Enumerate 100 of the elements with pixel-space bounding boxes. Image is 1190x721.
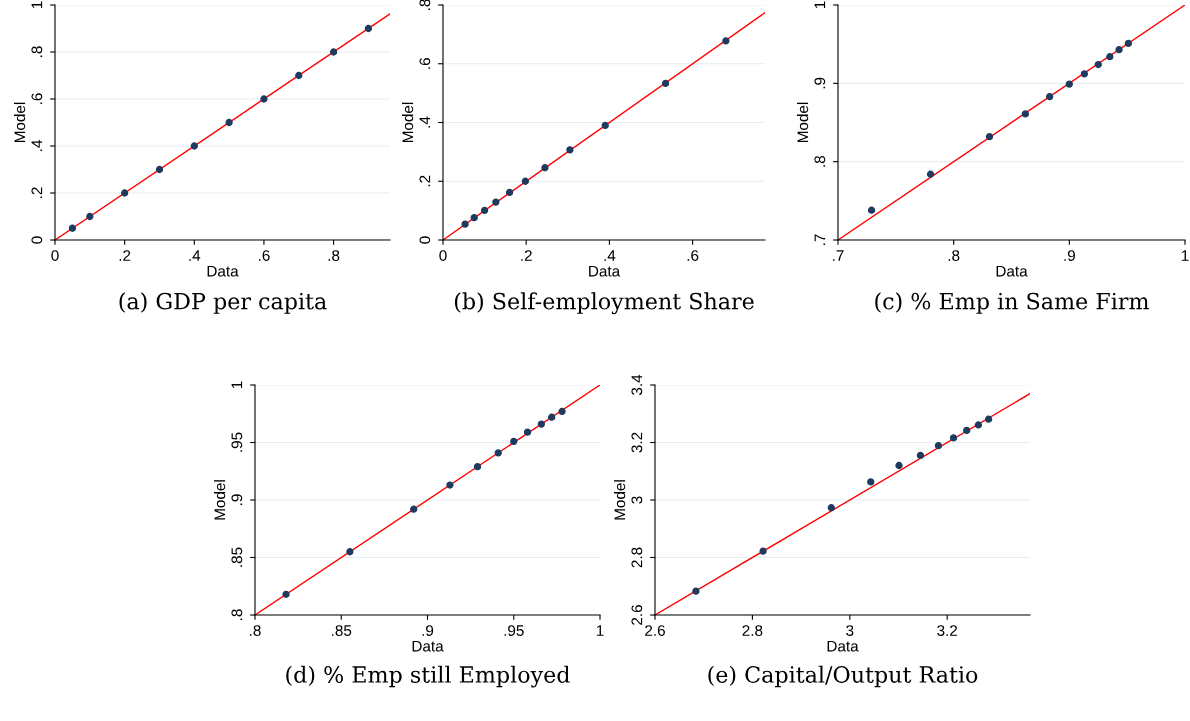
y-tick-label: .8 [231, 609, 243, 620]
point [225, 118, 233, 127]
point [1080, 70, 1089, 78]
y-tick-label: .2 [419, 175, 431, 187]
point [974, 421, 983, 429]
x-tick-label: .4 [604, 250, 616, 261]
y-tick-label: 1 [31, 1, 43, 9]
x-tick-label: .2 [521, 250, 532, 261]
y-tick-label: .8 [814, 155, 826, 167]
x-tick-label: 3.2 [937, 625, 958, 636]
point [867, 206, 876, 214]
text: (e) Capital/Output Ratio [708, 665, 978, 688]
point [461, 220, 469, 228]
point [346, 548, 354, 556]
point [1021, 110, 1030, 118]
text: (a) GDP per capita [119, 292, 327, 314]
point [494, 449, 502, 457]
x-axis-title: Data [589, 265, 621, 277]
point [410, 505, 418, 513]
point [984, 415, 993, 423]
point [505, 188, 514, 197]
text: (b) Self-employment Share [454, 292, 754, 315]
y-axis-title: Model [614, 480, 626, 520]
point [601, 121, 609, 130]
point [121, 189, 129, 197]
x-axis-title: Data [827, 640, 859, 652]
x-tick-label: .7 [833, 250, 844, 261]
point [759, 547, 767, 555]
point [867, 478, 875, 486]
y-axis-title: Model [214, 480, 226, 520]
x-tick-label: .9 [1064, 250, 1075, 261]
x-tick-label: .6 [687, 250, 699, 261]
point [190, 142, 198, 150]
x-tick-label: 2.6 [645, 625, 665, 636]
point [329, 48, 338, 56]
x-tick-label: .2 [119, 250, 131, 261]
y-tick-label: 3.4 [631, 374, 643, 396]
point [1094, 60, 1102, 69]
y-tick-label: .2 [31, 187, 43, 198]
x-tick-label: .8 [250, 625, 261, 636]
x-tick-label: .8 [948, 250, 960, 261]
point [1124, 39, 1132, 48]
point [473, 463, 482, 471]
point [364, 24, 373, 33]
y-tick-label: 3.2 [631, 432, 643, 453]
point [949, 434, 958, 442]
point [895, 461, 903, 470]
point [155, 165, 164, 174]
x-tick-label: .95 [504, 625, 524, 636]
x-tick-label: 1 [596, 625, 604, 636]
y-tick-label: 0 [31, 236, 43, 244]
point [926, 170, 935, 178]
point [521, 177, 530, 185]
point [1065, 80, 1073, 88]
y-axis-title: Model [14, 102, 26, 143]
y-tick-label: .6 [31, 93, 43, 104]
point [295, 71, 303, 80]
y-axis-title: Model [797, 102, 809, 143]
y-tick-label: 3 [631, 496, 643, 504]
y-axis-title: Model [402, 102, 414, 143]
x-tick-label: 3 [846, 625, 854, 636]
y-tick-label: .4 [31, 140, 43, 151]
y-tick-label: .7 [814, 234, 826, 245]
y-tick-label: 1 [814, 1, 826, 9]
point [1046, 93, 1054, 101]
point [260, 95, 268, 103]
point [446, 481, 454, 489]
point [722, 37, 730, 45]
point [1106, 53, 1114, 61]
x-tick-label: 0 [439, 250, 447, 261]
point [661, 79, 670, 88]
y-tick-label: .8 [419, 0, 431, 10]
x-axis-title: Data [412, 640, 444, 652]
point [692, 587, 700, 595]
point [1115, 46, 1123, 54]
point [963, 426, 971, 435]
point [985, 132, 994, 141]
point [523, 428, 532, 436]
point [470, 214, 478, 222]
y-tick-label: 0 [419, 236, 431, 244]
y-tick-label: .85 [231, 547, 243, 567]
x-tick-label: 2.8 [742, 625, 763, 636]
text: (c) % Emp in Same Firm [875, 292, 1149, 314]
point [548, 413, 556, 421]
x-tick-label: .85 [332, 625, 352, 636]
point [68, 224, 77, 232]
y-tick-label: .9 [231, 494, 243, 505]
point [541, 164, 549, 172]
point [827, 504, 835, 512]
text: (d) % Emp still Employed [286, 665, 570, 688]
point [510, 437, 518, 445]
point [566, 146, 574, 154]
y-tick-label: .6 [419, 58, 431, 69]
point [86, 212, 94, 221]
point [934, 442, 943, 450]
x-tick-label: .8 [328, 250, 340, 261]
x-axis-title: Data [207, 265, 239, 277]
y-tick-label: 2.8 [631, 547, 643, 568]
x-axis-title: Data [996, 265, 1028, 277]
x-tick-label: .6 [258, 250, 270, 261]
